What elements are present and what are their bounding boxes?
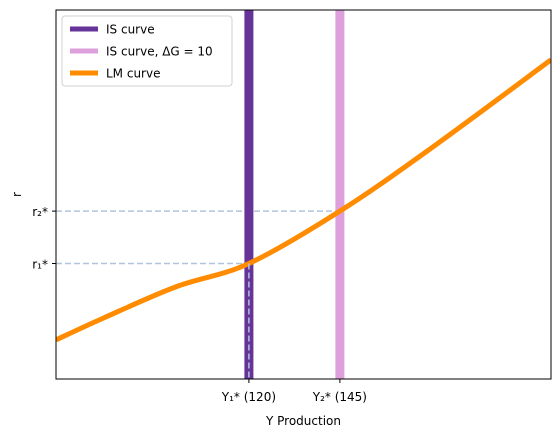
x-axis-title: Y Production — [265, 414, 341, 428]
legend-label-2: IS curve, ΔG = 10 — [106, 45, 213, 59]
x-tick-label-1: Y₁* (120) — [221, 390, 276, 404]
equilibrium-guides — [56, 210, 340, 265]
axes-frame — [55, 9, 552, 380]
x-tick-label-2: Y₂* (145) — [312, 390, 367, 404]
y-tick-label-1: r₁* — [32, 258, 48, 272]
series-line-3 — [56, 57, 551, 343]
y-axis-title: r — [10, 192, 24, 197]
legend: IS curve IS curve, ΔG = 10 LM curve — [61, 15, 233, 87]
y-tick-label-2: r₂* — [32, 205, 48, 219]
series-group — [56, 10, 551, 379]
legend-box — [61, 15, 233, 87]
legend-label-1: IS curve — [106, 23, 155, 37]
axes: Y₁* (120) Y₂* (145) r₁* r₂* Y Production r — [10, 9, 552, 428]
legend-label-3: LM curve — [106, 67, 160, 81]
